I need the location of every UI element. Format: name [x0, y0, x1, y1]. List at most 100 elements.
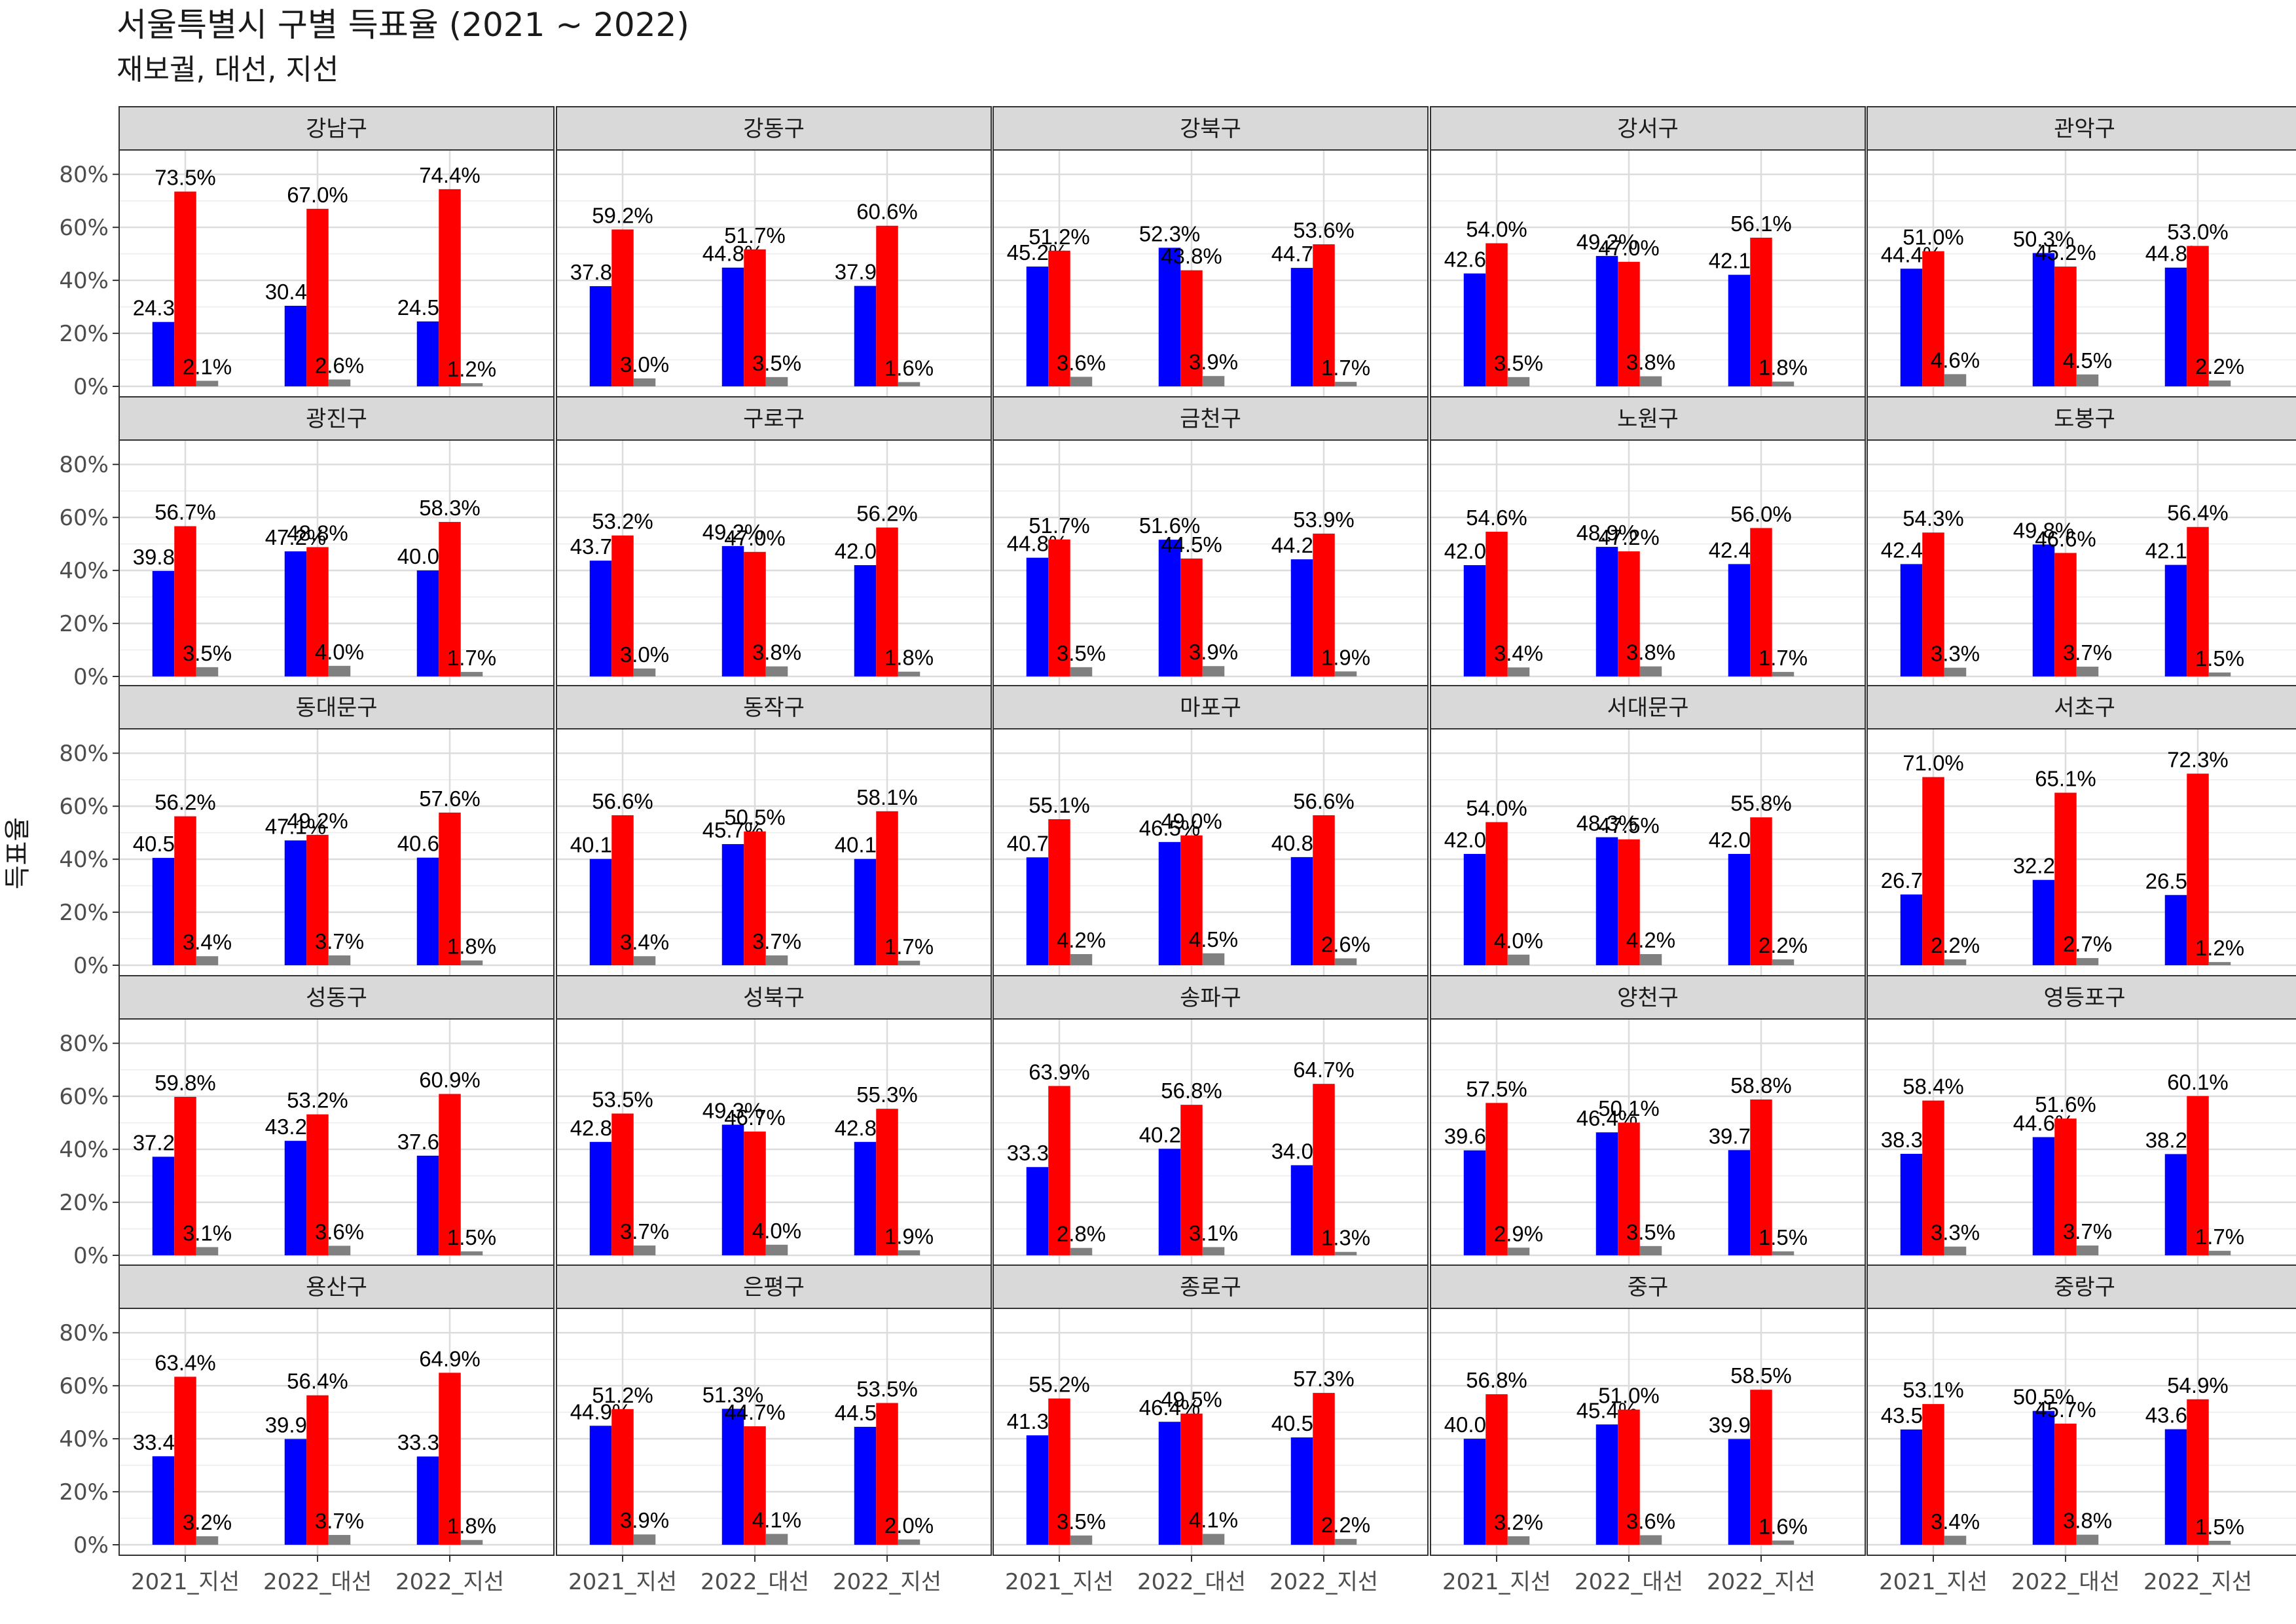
bar-blue: [589, 1141, 612, 1255]
bar-red: [1313, 244, 1335, 386]
bar-blue: [416, 570, 439, 676]
data-label: 4.1%: [1189, 1507, 1238, 1532]
bar-other: [1202, 1247, 1225, 1255]
bar-red: [876, 225, 898, 386]
bar-blue: [1290, 559, 1313, 676]
bar-red: [2054, 267, 2077, 386]
chart-title: 서울특별시 구별 득표율 (2021 ~ 2022): [117, 6, 689, 44]
bar-red: [1180, 558, 1203, 676]
facet-strip-label: 강남구: [306, 116, 367, 142]
bar-red: [2054, 1424, 2077, 1545]
bar-blue: [2164, 1429, 2187, 1545]
data-label: 54.6%: [1466, 506, 1527, 530]
bar-red: [1313, 533, 1335, 676]
bar-other: [1639, 1246, 1662, 1255]
facet-panel: 40.1%56.6%3.4%45.7%50.5%3.7%40.1%58.1%1.…: [556, 685, 992, 976]
bar-other: [2208, 672, 2231, 676]
data-label: 3.6%: [1626, 1509, 1675, 1533]
facet-panel: 44.4%51.0%4.6%50.3%45.2%4.5%44.8%53.0%2.…: [1867, 106, 2296, 397]
y-tick-label: 40%: [59, 268, 109, 294]
bar-blue: [152, 322, 175, 386]
bar-blue: [854, 286, 877, 386]
facet-strip: [118, 106, 555, 151]
data-label: 4.0%: [752, 1219, 801, 1243]
data-label: 71.0%: [1903, 751, 1964, 775]
bar-other: [633, 378, 656, 386]
facet-panel: 37.8%59.2%3.0%44.8%51.7%3.5%37.9%60.6%1.…: [556, 106, 992, 397]
bar-red: [174, 1096, 196, 1255]
bar-other: [460, 383, 483, 386]
data-label: 51.7%: [724, 223, 786, 248]
bar-other: [1334, 671, 1357, 676]
facet-panel: 33.4%63.4%3.2%39.9%56.4%3.7%33.3%64.9%1.…: [59, 1264, 555, 1595]
facet-strip-label: 광진구: [306, 406, 367, 432]
data-label: 47.0%: [1598, 236, 1660, 260]
bar-other: [898, 1539, 920, 1545]
bar-red: [174, 191, 196, 386]
y-tick-label: 20%: [59, 321, 109, 347]
facet-strip: [118, 685, 555, 729]
facet-panel: 45.2%51.2%3.6%52.3%43.8%3.9%44.7%53.6%1.…: [993, 106, 1429, 397]
bar-red: [2187, 1399, 2209, 1545]
data-label: 2.6%: [1321, 932, 1370, 956]
bar-blue: [1728, 854, 1751, 965]
bar-blue: [1900, 894, 1923, 965]
y-tick-label: 40%: [59, 847, 109, 873]
bar-red: [611, 229, 634, 386]
bar-other: [1070, 1247, 1093, 1255]
facet-strip-label: 성동구: [306, 985, 367, 1011]
data-label: 3.3%: [1931, 642, 1980, 666]
bar-blue: [1158, 841, 1181, 965]
data-label: 57.3%: [1293, 1367, 1355, 1391]
data-label: 3.4%: [183, 930, 232, 954]
facet-strip: [556, 396, 992, 441]
bar-blue: [1728, 1439, 1751, 1545]
data-label: 50.5%: [724, 805, 786, 830]
data-label: 53.6%: [1293, 218, 1355, 242]
bar-red: [306, 1114, 329, 1255]
bar-other: [2208, 380, 2231, 386]
data-label: 1.2%: [2195, 936, 2244, 960]
data-label: 49.8%: [2013, 518, 2075, 542]
bar-blue: [1290, 857, 1313, 965]
bar-other: [460, 672, 483, 676]
bar-other: [1772, 381, 1795, 386]
data-label: 1.8%: [447, 934, 496, 959]
bar-blue: [589, 561, 612, 676]
bar-blue: [1158, 1149, 1181, 1255]
data-label: 3.7%: [752, 929, 801, 953]
data-label: 1.7%: [1321, 356, 1370, 380]
facet-panel: 42.0%54.0%4.0%48.3%47.5%4.2%42.0%55.8%2.…: [1430, 685, 1866, 976]
data-label: 47.5%: [1598, 813, 1660, 838]
facet-strip-label: 영등포구: [2043, 985, 2125, 1011]
y-tick-label: 60%: [59, 1084, 109, 1110]
bar-other: [765, 1534, 788, 1545]
bar-other: [196, 1536, 219, 1545]
facet-strip: [993, 1264, 1429, 1309]
bar-blue: [416, 1456, 439, 1545]
bar-red: [1750, 528, 1772, 676]
y-tick-label: 40%: [59, 1426, 109, 1452]
bar-red: [1750, 237, 1772, 386]
data-label: 51.2%: [592, 1383, 653, 1407]
facet-strip-label: 마포구: [1180, 695, 1241, 721]
data-label: 3.5%: [752, 351, 801, 375]
facet-strip: [118, 1264, 555, 1309]
data-label: 55.2%: [1029, 1373, 1090, 1397]
bar-other: [460, 1540, 483, 1545]
facet-strip-label: 중랑구: [2054, 1274, 2115, 1301]
bar-red: [174, 1376, 196, 1545]
bar-red: [2054, 792, 2077, 965]
data-label: 47.2%: [265, 525, 327, 549]
bar-other: [2076, 958, 2099, 965]
data-label: 74.4%: [419, 163, 481, 187]
facet-strip-label: 은평구: [743, 1274, 805, 1301]
bar-red: [744, 1132, 766, 1255]
data-label: 1.5%: [447, 1225, 496, 1249]
data-label: 63.4%: [155, 1350, 216, 1375]
data-label: 56.8%: [1161, 1079, 1222, 1103]
bar-blue: [721, 1124, 744, 1255]
data-label: 60.6%: [856, 200, 918, 224]
bar-other: [2208, 962, 2231, 965]
data-label: 58.8%: [1730, 1073, 1792, 1098]
